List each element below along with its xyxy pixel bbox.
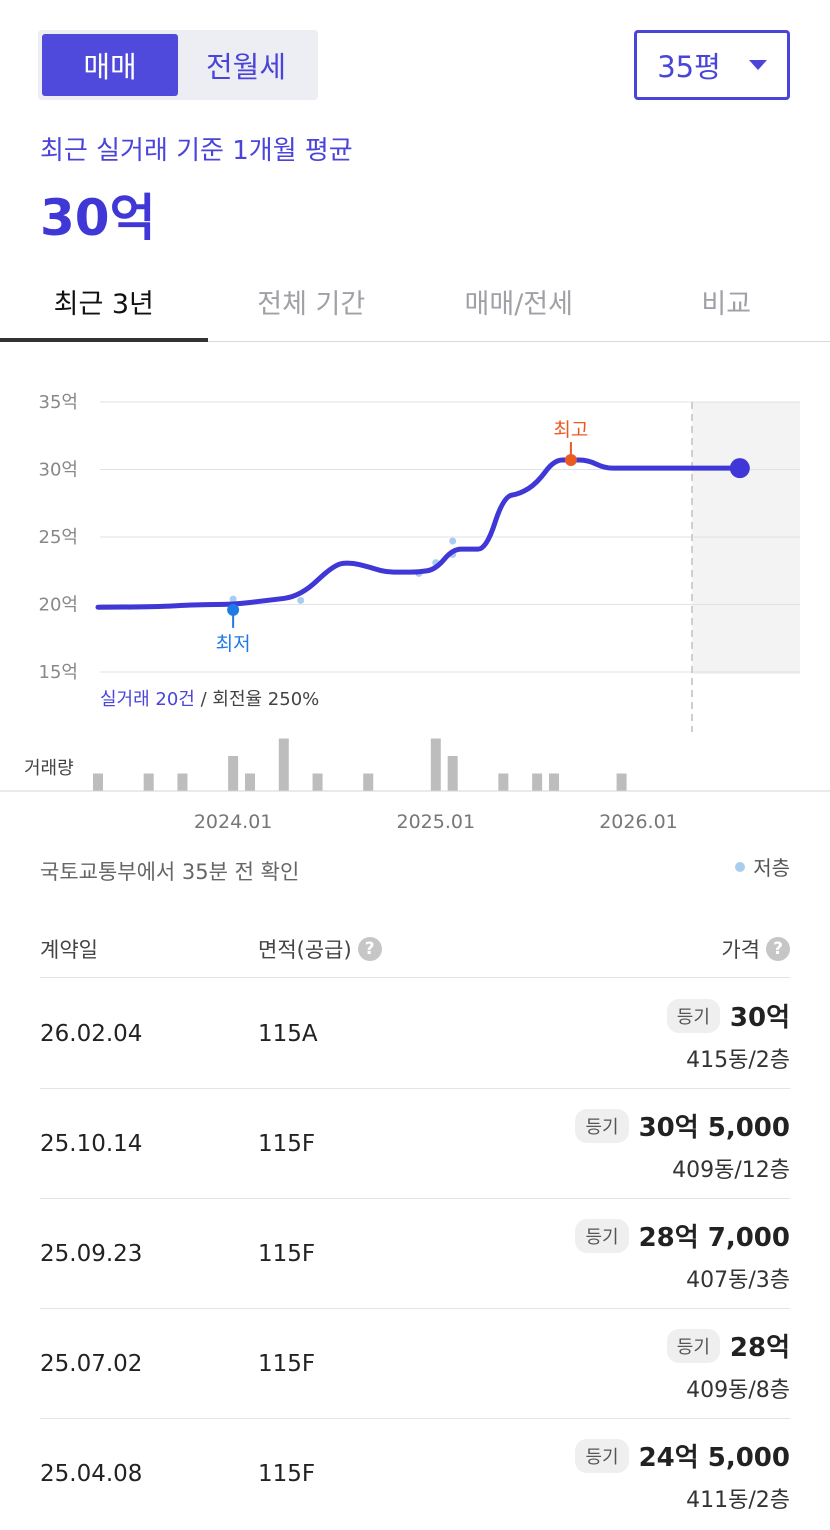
header-price-label: 가격 <box>721 938 760 962</box>
size-dropdown-value: 35평 <box>657 50 721 84</box>
future-band <box>692 402 800 674</box>
trade-count: 실거래 20건 <box>100 689 195 710</box>
row-unit: 411동/2층 <box>686 1488 790 1513</box>
low-floor-point <box>297 596 305 604</box>
volume-bar <box>278 738 289 791</box>
tab-recent-3-years[interactable]: 최근 3년 <box>0 262 208 342</box>
volume-bar <box>532 773 543 791</box>
low-floor-point <box>229 595 237 603</box>
registered-badge: 등기 <box>575 1438 629 1473</box>
row-area: 115F <box>258 1461 316 1487</box>
row-area: 115F <box>258 1241 316 1267</box>
row-price: 24억 5,000 <box>638 1443 790 1473</box>
row-date: 25.10.14 <box>40 1131 143 1157</box>
sale-toggle-button[interactable]: 매매 <box>42 34 178 96</box>
max-marker-label: 최고 <box>553 419 588 441</box>
row-price: 28억 7,000 <box>638 1223 790 1253</box>
y-tick-label: 25억 <box>39 527 78 548</box>
volume-bar <box>498 773 509 791</box>
low-floor-point <box>449 537 457 545</box>
row-unit: 407동/3층 <box>686 1268 790 1293</box>
average-price: 30억 <box>40 189 156 247</box>
tab-all-period[interactable]: 전체 기간 <box>257 288 366 320</box>
table-row[interactable]: 25.09.23 115F 등기 28억 7,000 407동/3층 <box>40 1199 790 1309</box>
row-date: 25.09.23 <box>40 1241 143 1267</box>
y-tick-label: 15억 <box>39 662 78 683</box>
low-floor-legend-dot <box>735 861 746 872</box>
turnover-rate: / 회전율 250% <box>195 689 319 710</box>
row-date: 25.07.02 <box>40 1351 143 1377</box>
volume-bar <box>616 773 627 791</box>
volume-bar <box>447 756 458 791</box>
registered-badge: 등기 <box>666 998 720 1033</box>
x-tick-label: 2026.01 <box>599 811 678 833</box>
period-tabs: 최근 3년 전체 기간 매매/전세 비교 <box>0 262 830 342</box>
max-marker-dot <box>564 454 577 467</box>
header-price: 가격 ? <box>721 934 790 964</box>
volume-bar <box>245 773 256 791</box>
tab-sale-jeonse[interactable]: 매매/전세 <box>464 288 573 320</box>
row-price: 28억 <box>729 1333 790 1363</box>
area-help-icon[interactable]: ? <box>357 937 382 961</box>
registered-badge: 등기 <box>575 1218 629 1253</box>
caret-down-icon <box>748 60 767 70</box>
table-row[interactable]: 25.04.08 115F 등기 24억 5,000 411동/2층 <box>40 1419 790 1529</box>
table-row[interactable]: 25.10.14 115F 등기 30억 5,000 409동/12층 <box>40 1089 790 1199</box>
source-updated-text: 국토교통부에서 35분 전 확인 <box>40 860 300 884</box>
tab-compare[interactable]: 비교 <box>701 288 752 320</box>
x-tick-label: 2024.01 <box>194 811 273 833</box>
y-tick-label: 20억 <box>39 595 78 616</box>
x-tick-label: 2025.01 <box>397 811 476 833</box>
row-area: 115F <box>258 1351 316 1377</box>
header-contract-date: 계약일 <box>40 938 98 962</box>
volume-label: 거래량 <box>24 758 74 779</box>
table-row[interactable]: 25.07.02 115F 등기 28억 409동/8층 <box>40 1309 790 1419</box>
header-area-label: 면적(공급) <box>258 938 352 962</box>
row-price: 30억 <box>729 1003 790 1033</box>
volume-bar <box>549 773 560 791</box>
volume-bar <box>143 773 154 791</box>
row-unit: 409동/8층 <box>686 1378 790 1403</box>
row-unit: 409동/12층 <box>672 1158 790 1183</box>
row-area: 115A <box>258 1021 318 1047</box>
rent-toggle-button[interactable]: 전월세 <box>205 50 287 84</box>
trade-info: 실거래 20건 / 회전율 250% <box>100 689 319 710</box>
min-marker-label: 최저 <box>216 633 251 655</box>
volume-bar <box>363 773 374 791</box>
low-floor-legend: 저층 <box>735 852 790 881</box>
y-tick-label: 35억 <box>39 392 78 413</box>
size-dropdown[interactable]: 35평 <box>634 30 790 100</box>
volume-bar <box>430 738 441 791</box>
table-row[interactable]: 26.02.04 115A 등기 30억 415동/2층 <box>40 979 790 1089</box>
row-area: 115F <box>258 1131 316 1157</box>
trade-type-toggle: 매매 전월세 <box>38 30 318 100</box>
header-area: 면적(공급) ? <box>258 934 382 964</box>
registered-badge: 등기 <box>575 1108 629 1143</box>
volume-bar <box>312 773 323 791</box>
row-date: 26.02.04 <box>40 1021 143 1047</box>
min-marker-dot <box>227 603 240 616</box>
price-line <box>95 457 743 610</box>
average-subtitle: 최근 실거래 기준 1개월 평균 <box>40 136 353 166</box>
low-floor-legend-label: 저층 <box>753 856 790 880</box>
volume-bar <box>177 773 188 791</box>
volume-bar <box>93 773 103 791</box>
row-unit: 415동/2층 <box>686 1048 790 1073</box>
price-help-icon[interactable]: ? <box>766 937 790 961</box>
table-header: 계약일 면적(공급) ? 가격 ? <box>40 920 790 978</box>
row-date: 25.04.08 <box>40 1461 143 1487</box>
y-tick-label: 30억 <box>39 460 78 481</box>
current-point-dot <box>729 458 750 479</box>
row-price: 30억 5,000 <box>638 1113 790 1143</box>
price-chart: 35억 30억 25억 20억 15억 최저 최고 실거래 20건 / 회전율 250%… <box>0 392 830 833</box>
volume-bar <box>228 756 239 791</box>
registered-badge: 등기 <box>666 1328 720 1363</box>
